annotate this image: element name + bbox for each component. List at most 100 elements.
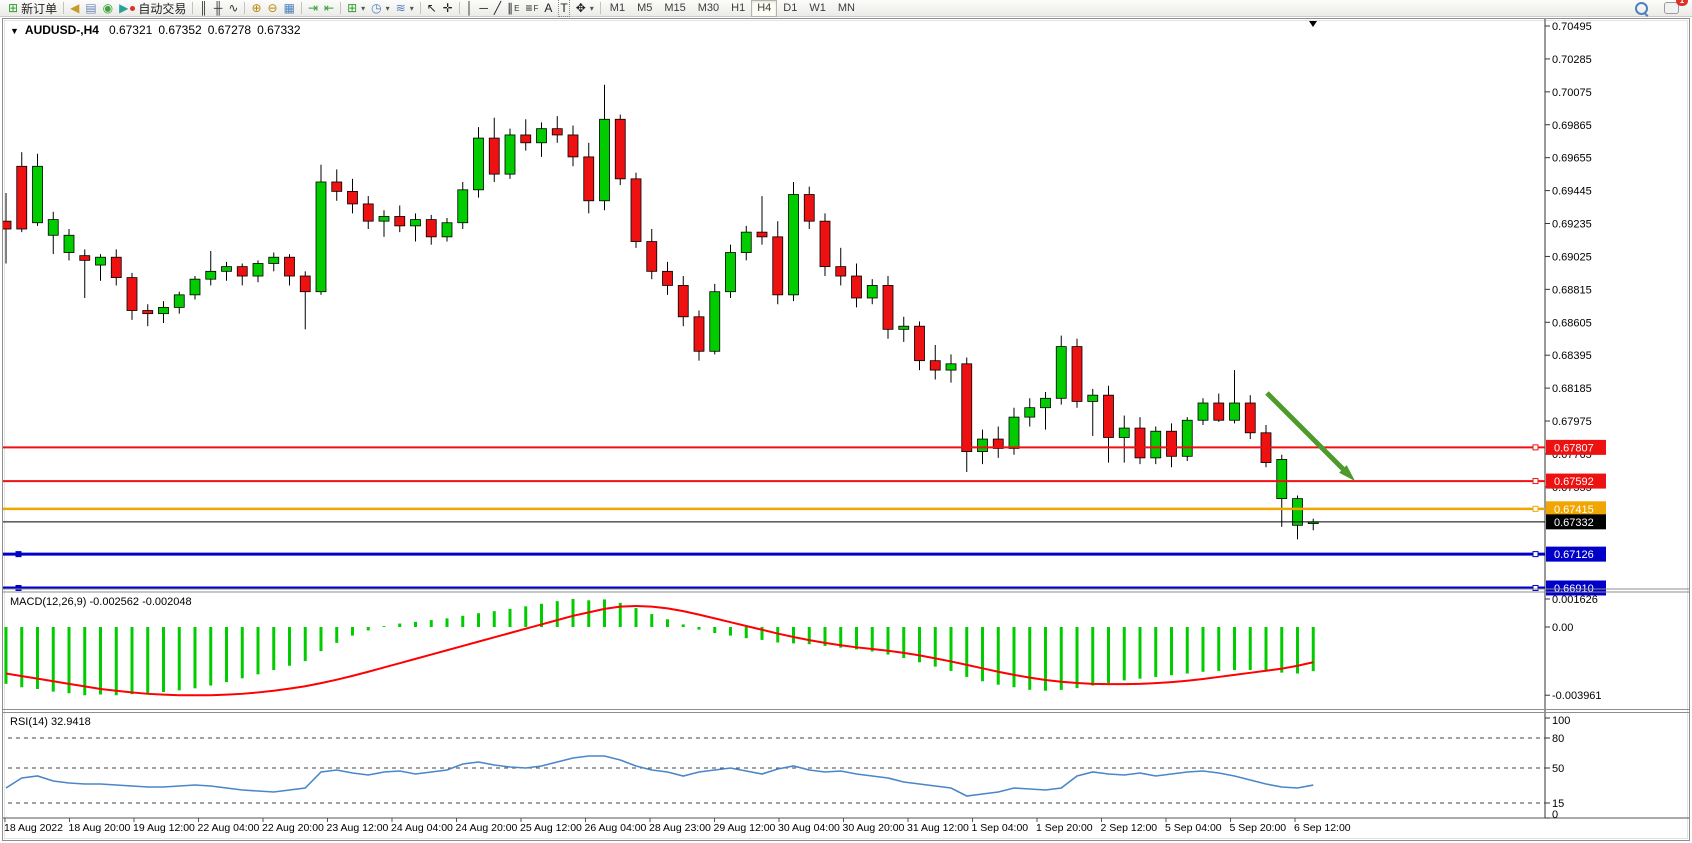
search-button[interactable]	[1632, 0, 1651, 16]
crosshair-button[interactable]: ✛	[440, 0, 456, 16]
candle	[441, 218, 453, 242]
hline-handle[interactable]	[15, 551, 22, 558]
timeframe-m1-button[interactable]: M1	[609, 1, 626, 14]
candle	[158, 301, 169, 324]
hline-button[interactable]: ─	[476, 0, 491, 16]
price-tick-label: 0.68185	[1552, 383, 1592, 395]
time-axis-label: 24 Aug 20:00	[456, 822, 518, 834]
timeframe-d1-button[interactable]: D1	[783, 1, 798, 14]
toolbar-separator	[340, 2, 342, 14]
hline-icon: ─	[479, 1, 488, 15]
tool-sub-label: E	[514, 3, 520, 13]
candle-body	[662, 270, 673, 286]
timeframe-mn-button[interactable]: MN	[837, 1, 855, 14]
time-axis-label: 5 Sep 04:00	[1165, 822, 1222, 834]
trend-arrow-head[interactable]	[1339, 465, 1356, 482]
timeframe-h1-button[interactable]: H1	[731, 1, 746, 14]
macd-signal-line	[5, 604, 1314, 697]
autoscroll-button[interactable]: ⇥	[305, 0, 321, 16]
price-tag	[1546, 546, 1606, 562]
channel-button[interactable]: ∥ E	[504, 0, 522, 16]
fibonacci-button[interactable]: ≡ F	[522, 0, 541, 16]
market-window-button[interactable]: ▤	[82, 0, 99, 16]
candle-body	[1276, 459, 1288, 500]
candle-body	[677, 285, 689, 318]
candle-body	[173, 294, 185, 308]
timeframe-w1-button[interactable]: W1	[809, 1, 826, 14]
new-order-button[interactable]: ⊞ 新订单	[5, 0, 60, 16]
candle	[740, 225, 752, 261]
candle-body	[32, 165, 43, 224]
periods-clock-button[interactable]: ◷ ▾	[368, 0, 393, 16]
market-window-icon: ▤	[85, 1, 97, 15]
candle	[536, 122, 547, 157]
hline-handle[interactable]	[15, 584, 22, 591]
cursor-button[interactable]: ↖	[424, 0, 440, 16]
hline-handle[interactable]	[1532, 478, 1539, 485]
candle	[1118, 415, 1130, 463]
macd-tick-label: -0.003961	[1552, 690, 1602, 702]
price-tick-label: 0.68395	[1552, 350, 1592, 362]
price-tick-label: 0.69445	[1552, 186, 1592, 198]
candle	[851, 263, 862, 308]
hline-handle[interactable]	[1532, 444, 1539, 451]
candle	[410, 213, 421, 242]
zoom-out-button[interactable]: ⊖	[265, 0, 281, 16]
candle-body	[236, 266, 248, 277]
timeframe-m30-button[interactable]: M30	[697, 1, 720, 14]
chevron-down-icon: ▾	[409, 3, 414, 13]
candle	[252, 260, 264, 283]
candle	[882, 276, 894, 339]
candle	[945, 354, 957, 383]
price-tick-label: 0.68815	[1552, 284, 1592, 296]
arrows-tool-button[interactable]: ✥ ▾	[573, 0, 597, 16]
hline-handle[interactable]	[1532, 551, 1539, 558]
chart-collapse-icon[interactable]: ▼	[10, 26, 19, 36]
megaphone-icon-button[interactable]: ◀	[67, 0, 82, 16]
new-chart-button[interactable]: ⊞ ▾	[344, 0, 368, 16]
chart-shift-button[interactable]: ⇤	[321, 0, 337, 16]
toolbar-separator	[300, 2, 302, 14]
candle	[362, 196, 374, 230]
candle	[772, 221, 784, 305]
candle	[63, 229, 75, 261]
chart-line-button[interactable]: ∿	[225, 0, 241, 16]
trend-arrow[interactable]	[1265, 391, 1350, 476]
price-tick-label: 0.69655	[1552, 153, 1592, 165]
chevron-down-icon: ▾	[361, 3, 366, 13]
radar-signal-button[interactable]: ◉	[100, 0, 116, 16]
timeframe-m15-button[interactable]: M15	[664, 1, 686, 14]
candle-body	[929, 360, 941, 371]
timeframe-m5-button[interactable]: M5	[637, 1, 653, 14]
vline-button[interactable]: │	[463, 0, 477, 16]
candle-body	[977, 438, 988, 453]
text-label-button[interactable]: T	[555, 0, 572, 17]
candle	[79, 249, 91, 298]
chart-shift-icon: ⇤	[324, 1, 335, 15]
hline-handle[interactable]	[1532, 505, 1539, 512]
candle-body	[914, 325, 925, 362]
tile-windows-button[interactable]: ▦	[281, 0, 298, 16]
autotrade-button[interactable]: ▶ 自动交易	[116, 0, 189, 16]
timeframe-h4-button[interactable]: H4	[751, 0, 778, 17]
price-tag-label: 0.67592	[1554, 476, 1594, 488]
chart-candles-button[interactable]: ╫	[211, 0, 226, 16]
chart-bars-button[interactable]: ║	[196, 0, 211, 16]
indicators-button[interactable]: ≋ ▾	[393, 0, 417, 16]
chart-candles-icon: ╫	[213, 1, 223, 15]
time-axis-label: 6 Sep 12:00	[1294, 822, 1351, 834]
candle-body	[898, 325, 910, 330]
chart-canvas[interactable]: 0.70495 0.70285 0.70075 0.69865 0.69655 0.694…	[0, 17, 1692, 843]
trendline-button[interactable]: ╱	[491, 0, 504, 16]
zoom-in-button[interactable]: ⊕	[248, 0, 264, 16]
price-tag	[1546, 473, 1606, 489]
candle-body	[331, 181, 343, 192]
zoom-out-icon: ⊖	[267, 1, 278, 15]
macd-label: MACD(12,26,9) -0.002562 -0.002048	[10, 596, 192, 608]
text-button[interactable]: A	[541, 0, 555, 16]
candle	[299, 271, 311, 330]
candle	[1087, 388, 1099, 436]
candle	[898, 316, 910, 342]
notifications-button[interactable]: 1	[1661, 0, 1688, 16]
hline-handle[interactable]	[1532, 584, 1539, 591]
